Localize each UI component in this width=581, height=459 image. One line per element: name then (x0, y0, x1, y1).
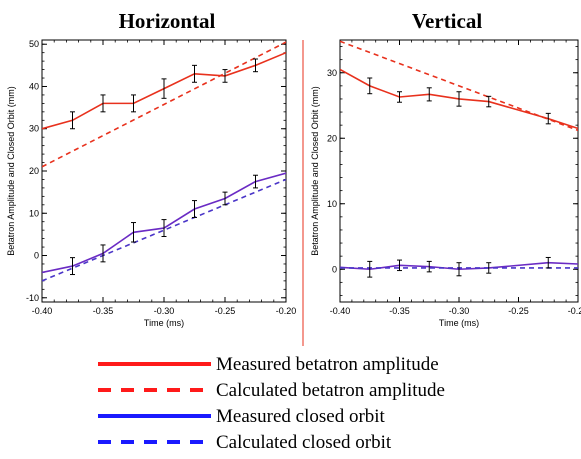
y-tick-label: 10 (29, 208, 39, 218)
y-tick-label: 10 (327, 199, 337, 209)
left-chart-panel: -0.40 -0.35 -0.30 -0.25 -0.20 -10 0 10 20 30 40 50 T… (6, 39, 296, 328)
legend-label: Measured betatron amplitude (216, 354, 439, 375)
calculated-series-line (340, 40, 578, 132)
right-chart-title: Vertical (412, 9, 483, 33)
y-tick-label: 0 (332, 264, 337, 274)
y-tick-label: 30 (327, 68, 337, 78)
calculated-series-line (42, 41, 286, 168)
x-tick-label: -0.30 (154, 306, 175, 316)
y-tick-label: 20 (29, 166, 39, 176)
x-tick-label: -0.40 (32, 306, 53, 316)
left-chart-title: Horizontal (119, 9, 216, 33)
y-tick-label: -10 (26, 293, 39, 303)
calculated-series-line (42, 178, 286, 282)
x-tick-label: -0.20 (276, 306, 297, 316)
y-tick-label: 50 (29, 39, 39, 49)
x-tick-label: -0.20 (568, 306, 581, 316)
x-axis-label: Time (ms) (439, 318, 479, 328)
x-tick-label: -0.30 (449, 306, 470, 316)
series-group (42, 41, 286, 282)
x-tick-label: -0.40 (330, 306, 351, 316)
series-group (340, 40, 578, 271)
y-tick-label: 40 (29, 81, 39, 91)
right-chart-panel: -0.40 -0.35 -0.30 -0.25 -0.20 0 10 20 30 Time (ms… (310, 39, 581, 328)
legend-label: Calculated betatron amplitude (216, 380, 445, 401)
x-tick-label: -0.25 (215, 306, 236, 316)
x-tick-label: -0.35 (389, 306, 410, 316)
y-tick-label: 30 (29, 124, 39, 134)
legend: Measured betatron amplitude Calculated be… (98, 354, 445, 453)
y-axis-label: Betatron Amplitude and Closed Orbit (mm) (6, 86, 16, 256)
legend-label: Calculated closed orbit (216, 432, 392, 453)
x-axis-label: Time (ms) (144, 318, 184, 328)
x-tick-label: -0.35 (93, 306, 114, 316)
y-tick-label: 20 (327, 133, 337, 143)
y-axis-label: Betatron Amplitude and Closed Orbit (mm) (310, 86, 320, 256)
x-tick-label: -0.25 (508, 306, 529, 316)
measured-series-line (340, 261, 578, 271)
legend-label: Measured closed orbit (216, 406, 386, 427)
y-tick-label: 0 (34, 251, 39, 261)
